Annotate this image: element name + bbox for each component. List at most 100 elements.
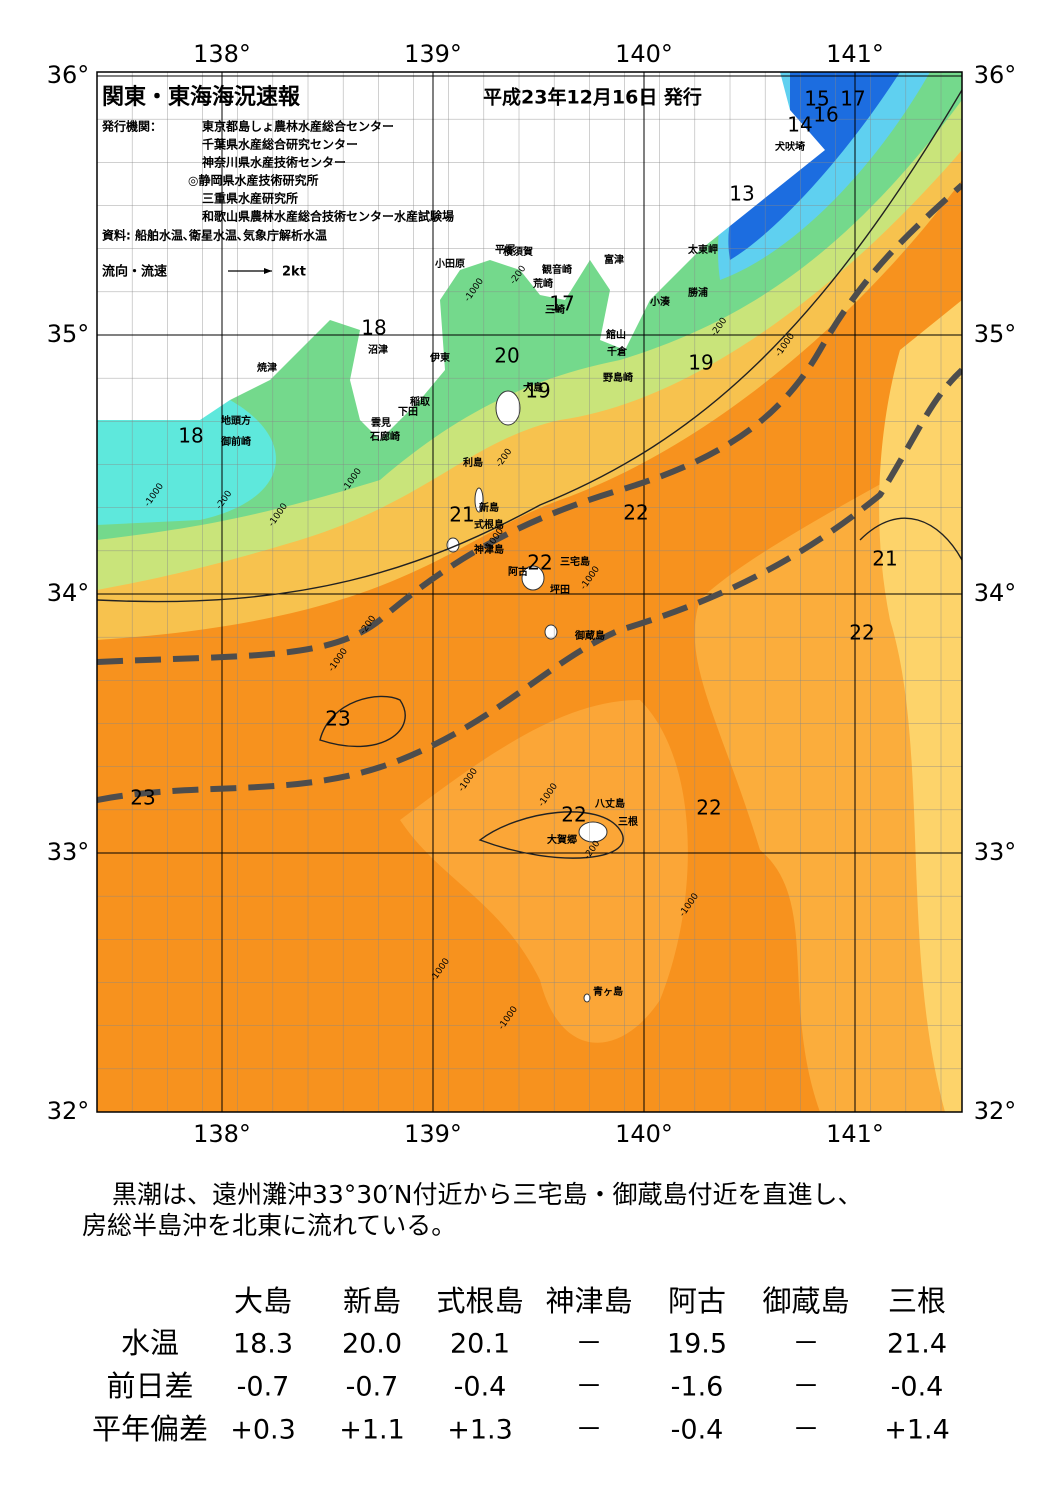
table-header: 阿古 xyxy=(668,1284,726,1318)
place-label: 平塚 xyxy=(495,243,515,256)
place-label: 野島崎 xyxy=(603,371,633,384)
data-source: 資料: 船舶水温､衛星水温､気象庁解析水温 xyxy=(102,228,327,243)
table-header: 神津島 xyxy=(545,1284,632,1318)
issue-date: 平成23年12月16日 発行 xyxy=(483,86,702,109)
place-label: 新島 xyxy=(479,501,499,514)
temperature-label: 20 xyxy=(494,344,519,368)
place-label: 地頭方 xyxy=(221,414,251,427)
place-label: 観音崎 xyxy=(542,263,572,276)
lat-tick-label: 32° xyxy=(974,1097,1017,1125)
table-cell: 18.3 xyxy=(233,1329,293,1360)
summary-line: 房総半島沖を北東に流れている。 xyxy=(82,1211,456,1240)
lon-tick-label: 139° xyxy=(404,40,462,68)
sea-zone xyxy=(400,700,688,1043)
table-header: 大島 xyxy=(234,1284,292,1318)
temperature-label: 18 xyxy=(361,316,386,340)
place-label: 雲見 xyxy=(371,417,391,429)
place-label: 坪田 xyxy=(550,583,570,596)
temperature-label: 22 xyxy=(561,803,586,827)
table-header: 三根 xyxy=(888,1284,946,1318)
table-cell: +0.3 xyxy=(230,1415,296,1446)
place-label: 三根 xyxy=(618,815,638,828)
table-cell: 21.4 xyxy=(887,1329,947,1360)
lon-tick-label: 141° xyxy=(826,1120,884,1148)
lon-tick-label: 138° xyxy=(193,40,251,68)
grid xyxy=(97,72,962,1112)
place-label: 阿古 xyxy=(508,565,528,578)
place-label: 三宅島 xyxy=(560,555,590,568)
temperature-label: 17 xyxy=(840,87,865,111)
temperature-label: 17 xyxy=(549,292,574,316)
table-cell: -0.4 xyxy=(454,1372,507,1403)
lat-tick-label: 33° xyxy=(47,838,90,866)
temperature-label: 22 xyxy=(527,551,552,575)
lat-tick-label: 35° xyxy=(974,320,1017,348)
temperature-label: 22 xyxy=(849,621,874,645)
table-cell: － xyxy=(793,1329,820,1360)
lon-tick-label: 141° xyxy=(826,40,884,68)
contour xyxy=(859,517,962,561)
temperature-label: 19 xyxy=(688,351,713,375)
place-label: 横須賀 xyxy=(503,245,533,258)
summary-line: 黒潮は、遠州灘沖33°30′N付近から三宅島・御蔵島付近を直進し、 xyxy=(112,1180,863,1209)
island xyxy=(521,565,545,591)
place-label: 沼津 xyxy=(368,343,388,356)
place-label: 犬吠埼 xyxy=(775,140,805,153)
temperature-label: 23 xyxy=(130,786,155,810)
lat-tick-label: 34° xyxy=(974,579,1017,607)
issuer: 三重県水産研究所 xyxy=(202,191,298,206)
table-cell: -0.4 xyxy=(671,1415,724,1446)
table-cell: +1.4 xyxy=(884,1415,950,1446)
lat-tick-label: 36° xyxy=(974,61,1017,89)
row-label: 平年偏差 xyxy=(92,1412,208,1446)
place-label: 大島 xyxy=(523,381,543,394)
contour xyxy=(478,811,624,859)
temperature-label: 14 xyxy=(787,113,812,137)
kuroshio-north-edge xyxy=(97,182,962,665)
table-header: 御蔵島 xyxy=(762,1284,849,1318)
table-cell: +1.3 xyxy=(447,1415,513,1446)
lon-tick-label: 139° xyxy=(404,1120,462,1148)
lon-tick-label: 140° xyxy=(615,1120,673,1148)
temperature-label: 19 xyxy=(525,379,550,403)
place-label: 石廊崎 xyxy=(369,430,400,443)
table-cell: -0.7 xyxy=(346,1372,399,1403)
lat-tick-label: 35° xyxy=(47,320,90,348)
sea-zone xyxy=(879,300,962,1112)
kuroshio-axis xyxy=(97,182,962,803)
issuer: 東京都島しょ農林水産総合センター xyxy=(202,119,394,134)
place-label: 御蔵島 xyxy=(574,629,605,642)
lon-tick-label: 140° xyxy=(615,40,673,68)
place-label: 御前崎 xyxy=(220,435,251,448)
temperature-label: 18 xyxy=(178,424,203,448)
table-cell: 19.5 xyxy=(667,1329,727,1360)
place-label: 千倉 xyxy=(607,345,628,358)
row-label: 前日差 xyxy=(106,1369,193,1403)
lat-tick-label: 36° xyxy=(47,61,90,89)
place-label: 焼津 xyxy=(257,361,277,374)
place-label: 八丈島 xyxy=(594,797,625,810)
place-label: 小湊 xyxy=(649,295,671,308)
place-label: 神津島 xyxy=(474,543,504,556)
lon-tick-label: 138° xyxy=(193,1120,251,1148)
place-label: 小田原 xyxy=(434,257,465,270)
issuer: 千葉県水産総合研究センター xyxy=(202,137,358,152)
contour xyxy=(97,89,962,603)
table-cell: 20.1 xyxy=(450,1329,510,1360)
temperature-label: 23 xyxy=(325,707,350,731)
temperature-label: 21 xyxy=(449,503,474,527)
island xyxy=(578,821,608,843)
place-label: 太東岬 xyxy=(687,243,718,256)
flow-scale: 2kt xyxy=(282,265,306,280)
flow-arrow-head xyxy=(264,268,272,274)
issuer-label: 発行機関： xyxy=(101,119,162,134)
island xyxy=(474,487,484,513)
table-header: 新島 xyxy=(343,1284,401,1318)
lat-tick-label: 33° xyxy=(974,838,1017,866)
place-label: 勝浦 xyxy=(688,286,708,299)
table-cell: 20.0 xyxy=(342,1329,402,1360)
island xyxy=(495,390,521,426)
issuer: ◎静岡県水産技術研究所 xyxy=(188,173,318,188)
issuer: 神奈川県水産技術センター xyxy=(202,155,346,170)
